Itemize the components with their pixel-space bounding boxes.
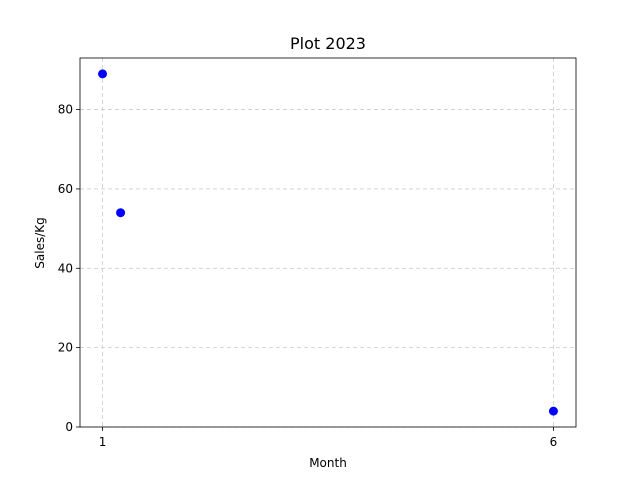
data-points: [98, 69, 558, 416]
plot-frame: [79, 57, 577, 428]
axis-ticks: 0 20 40 60 80 1 6: [58, 103, 558, 449]
data-point: [548, 406, 558, 416]
data-point: [98, 69, 108, 79]
x-tick-label: 6: [550, 435, 558, 449]
y-tick-label: 40: [58, 261, 73, 275]
y-axis-label: Sales/Kg: [33, 217, 47, 268]
chart-title: Plot 2023: [290, 34, 366, 53]
data-point: [116, 208, 126, 218]
x-axis-label: Month: [309, 456, 347, 470]
x-tick-label: 1: [99, 435, 107, 449]
y-tick-label: 0: [65, 420, 73, 434]
y-tick-label: 60: [58, 182, 73, 196]
grid-lines: [80, 58, 576, 428]
y-tick-label: 80: [58, 103, 73, 117]
y-tick-label: 20: [58, 341, 73, 355]
